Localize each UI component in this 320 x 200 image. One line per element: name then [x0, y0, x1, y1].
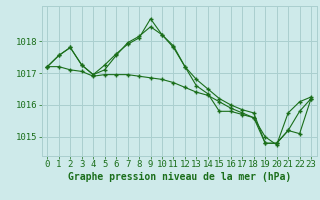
X-axis label: Graphe pression niveau de la mer (hPa): Graphe pression niveau de la mer (hPa): [68, 172, 291, 182]
